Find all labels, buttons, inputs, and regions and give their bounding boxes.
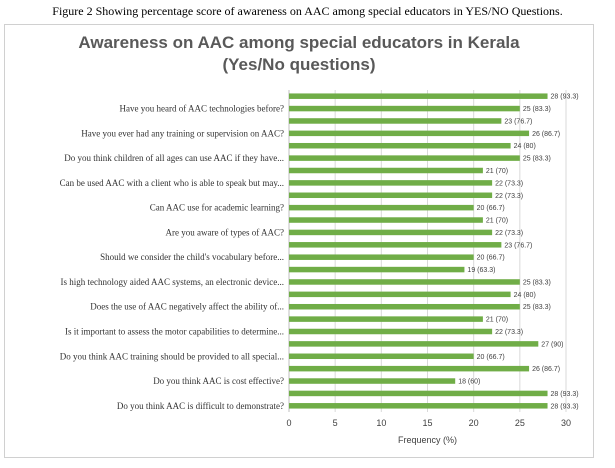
x-axis-title: Frequency (%) — [398, 435, 457, 445]
data-label: 20 (66.7) — [477, 255, 505, 262]
x-tick-label: 0 — [286, 418, 291, 428]
data-label: 22 (73.3) — [495, 193, 523, 200]
category-label: Is high technology aided AAC systems, an… — [61, 277, 284, 287]
category-labels: Have you heard of AAC technologies befor… — [60, 104, 284, 411]
data-label: 25 (83.3) — [523, 279, 551, 286]
category-label: Have you ever had any training or superv… — [81, 128, 284, 138]
category-label: Do you think AAC is cost effective? — [153, 376, 284, 386]
bar — [289, 403, 548, 409]
category-label: Are you aware of types of AAC? — [166, 227, 284, 237]
bars — [289, 93, 548, 409]
bar — [289, 378, 456, 384]
tick-labels: 0 5 10 15 20 25 30 — [286, 418, 571, 428]
bar — [289, 291, 511, 298]
bar — [289, 167, 483, 174]
data-label: 19 (63.3) — [467, 267, 495, 274]
data-label: 25 (83.3) — [523, 156, 551, 163]
chart-title: Awareness on AAC among special educators… — [4, 32, 594, 76]
bar — [289, 266, 465, 273]
x-tick-label: 10 — [376, 418, 386, 428]
data-label: 23 (76.7) — [504, 118, 532, 125]
data-label: 26 (86.7) — [532, 131, 560, 138]
bar — [289, 118, 502, 124]
bar — [289, 142, 511, 149]
bar — [289, 353, 474, 360]
data-label: 28 (93.3) — [551, 391, 579, 398]
data-label: 28 (93.3) — [551, 403, 579, 410]
x-tick-label: 30 — [561, 418, 571, 428]
data-label: 25 (83.3) — [523, 106, 551, 113]
category-label: Have you heard of AAC technologies befor… — [120, 104, 284, 114]
bar — [289, 192, 493, 199]
data-label: 20 (66.7) — [477, 205, 505, 212]
data-label: 28 (93.3) — [551, 94, 579, 101]
bar — [289, 229, 493, 236]
bar — [289, 341, 539, 347]
data-label: 21 (70) — [486, 168, 508, 175]
figure-caption: Figure 2 Showing percentage score of awa… — [52, 4, 563, 18]
data-label: 22 (73.3) — [495, 180, 523, 187]
bar — [289, 93, 548, 99]
bar — [289, 155, 520, 161]
bar — [289, 254, 474, 260]
data-label: 25 (83.3) — [523, 304, 551, 311]
data-label: 22 (73.3) — [495, 329, 523, 336]
data-label: 24 (80) — [514, 143, 536, 150]
category-label: Does the use of AAC negatively affect th… — [90, 302, 284, 312]
bar — [289, 303, 520, 310]
bar — [289, 217, 483, 223]
bar — [289, 130, 530, 137]
bar — [289, 242, 502, 248]
x-tick-label: 5 — [333, 418, 338, 428]
bar — [289, 105, 520, 112]
bar — [289, 390, 548, 397]
data-labels: 28 (93.3)25 (83.3)23 (76.7)26 (86.7)24 (… — [458, 94, 578, 411]
category-label: Do you think children of all ages can us… — [64, 153, 284, 163]
data-label: 22 (73.3) — [495, 230, 523, 237]
data-label: 27 (90) — [541, 341, 563, 348]
x-tick-label: 15 — [422, 418, 432, 428]
data-label: 18 (60) — [458, 379, 480, 386]
category-label: Should we consider the child's vocabular… — [100, 252, 284, 262]
category-label: Can be used AAC with a client who is abl… — [60, 178, 284, 188]
bar — [289, 328, 493, 335]
data-label: 23 (76.7) — [504, 242, 532, 249]
bar — [289, 180, 493, 186]
data-label: 21 (70) — [486, 317, 508, 324]
data-label: 20 (66.7) — [477, 354, 505, 361]
bar — [289, 204, 474, 211]
chart-title-line1: Awareness on AAC among special educators… — [78, 33, 520, 52]
gridlines — [288, 90, 567, 412]
data-label: 21 (70) — [486, 218, 508, 225]
chart-title-line2: (Yes/No questions) — [222, 55, 376, 74]
category-label: Do you think AAC is difficult to demonst… — [117, 401, 284, 411]
data-label: 26 (86.7) — [532, 366, 560, 373]
category-label: Can AAC use for academic learning? — [150, 203, 284, 213]
bar — [289, 365, 530, 372]
category-label: Do you think AAC training should be prov… — [60, 351, 284, 361]
x-tick-label: 25 — [515, 418, 525, 428]
x-tick-label: 20 — [469, 418, 479, 428]
bar — [289, 279, 520, 285]
bar — [289, 316, 483, 322]
data-label: 24 (80) — [514, 292, 536, 299]
category-label: Is it important to assess the motor capa… — [65, 327, 284, 337]
